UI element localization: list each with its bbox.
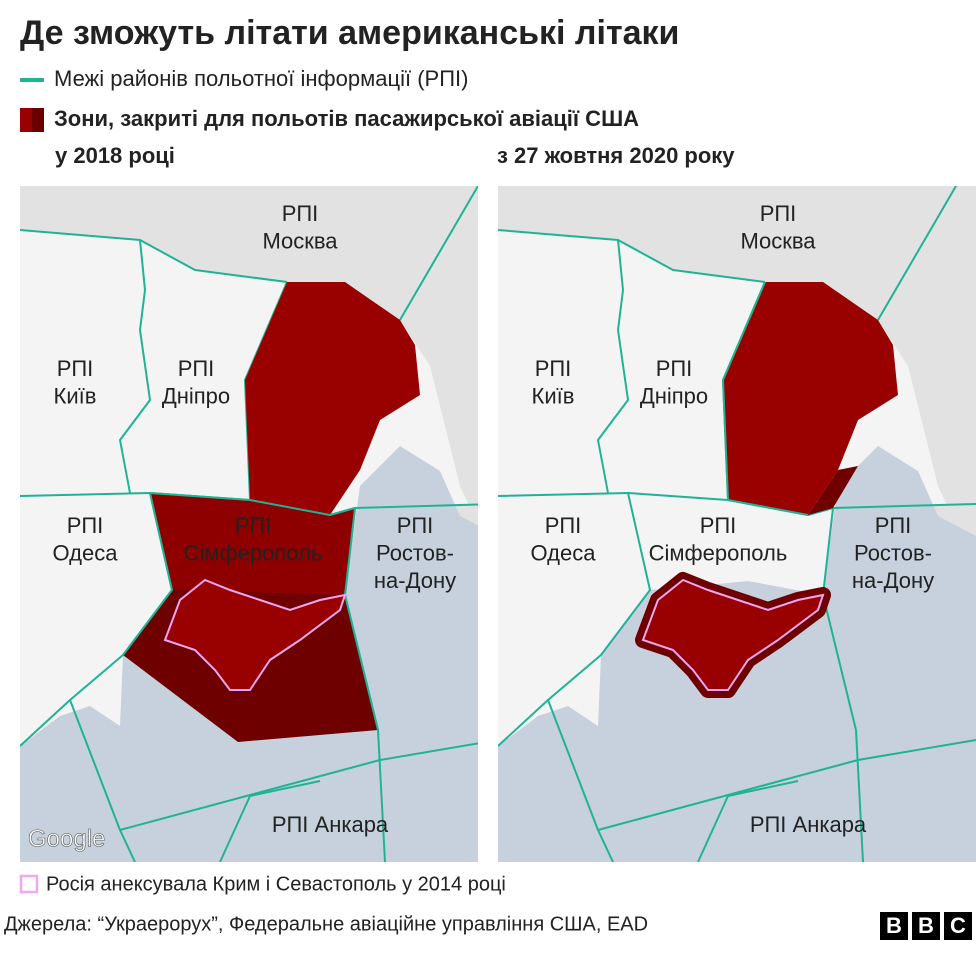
logo-letter: C [950,913,966,938]
legend-text: Зони, закриті для польотів пасажирської … [54,106,639,131]
region-label: Київ [532,383,575,408]
region-label: на-Дону [852,568,934,593]
region-label: РПІ [875,513,912,538]
region-label: РПІ [178,356,215,381]
region-label: Одеса [531,540,597,565]
crimea [641,578,825,691]
map-panel: РПІМоскваРПІКиївРПІДніпроРПІОдесаРПІСімф… [20,186,478,862]
region-label: Дніпро [162,383,230,408]
logo-box [944,912,972,940]
region-label: Київ [54,383,97,408]
map-panel: РПІМоскваРПІКиївРПІДніпроРПІОдесаРПІСімф… [498,186,976,862]
region-label: Ростов- [376,540,454,565]
region-label: Москва [262,228,338,253]
region-label: РПІ [282,201,319,226]
legend-swatch [32,108,44,132]
region-label: РПІ [235,513,272,538]
region-label: РПІ [535,356,572,381]
logo-letter: B [886,913,902,938]
closed-zone [150,493,355,595]
logo-box [912,912,940,940]
closed-zone [723,282,898,515]
crimea [163,578,347,691]
region-label: РПІ [67,513,104,538]
attribution: Google [28,825,105,852]
region-label: РПІ Анкара [272,812,389,837]
region-label: Одеса [53,540,119,565]
legend-swatch [20,108,32,132]
region-label: на-Дону [374,568,456,593]
closed-zone [808,466,858,515]
panel-label: з 27 жовтня 2020 року [497,143,735,168]
logo-box [880,912,908,940]
region-label: Ростов- [854,540,932,565]
region-label: Москва [740,228,816,253]
logo-letter: B [918,913,934,938]
region-label: РПІ [397,513,434,538]
region-label: РПІ [656,356,693,381]
region-label: РПІ Анкара [750,812,867,837]
region-label: РПІ [760,201,797,226]
region-label: Дніпро [640,383,708,408]
region-label: РПІ [700,513,737,538]
panel-label: у 2018 році [55,143,175,168]
title: Де зможуть літати американські літаки [20,14,679,52]
closed-zone [245,282,420,515]
source: Джерела: “Украерорух”, Федеральне авіаці… [4,913,648,935]
footnote-swatch [19,874,39,894]
legend-text: Межі районів польотної інформації (РПІ) [54,66,468,91]
region-label: РПІ [545,513,582,538]
region-label: РПІ [57,356,94,381]
footnote: Росія анексувала Крим і Севастополь у 20… [46,873,506,895]
region-label: Сімферополь [184,540,323,565]
region-label: Сімферополь [649,540,788,565]
